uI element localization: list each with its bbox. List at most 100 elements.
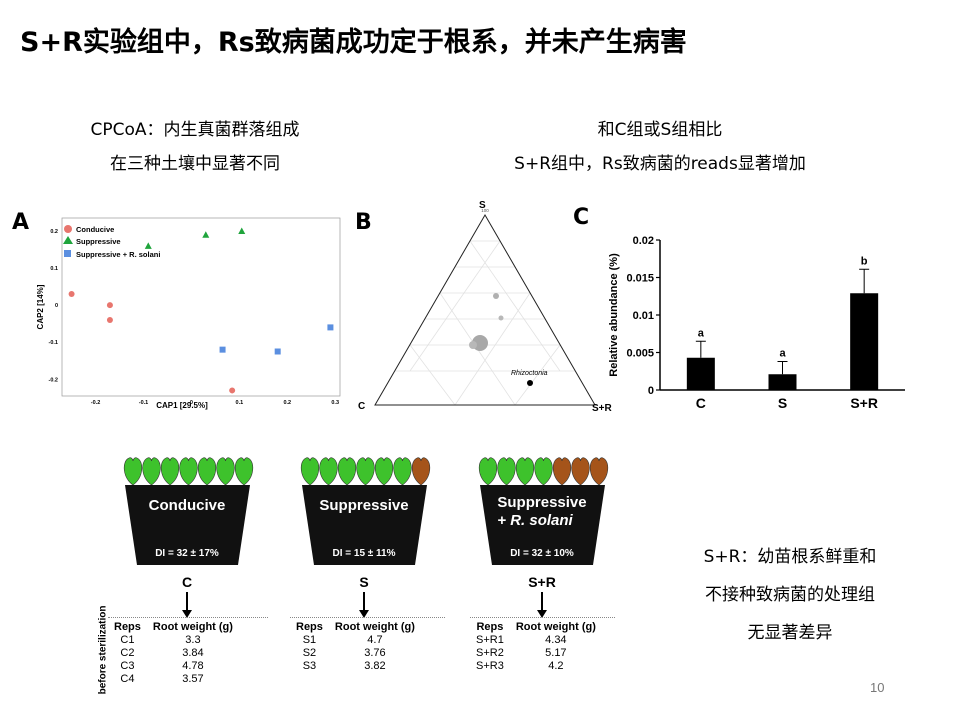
scatter-legend: Conducive Suppressive Suppressive + R. s… [63,225,160,259]
ternary-vertex-sr: S+R [592,403,613,414]
reads-note: 和C组或S组相比 S+R组中，Rs致病菌的reads显著增加 [470,118,850,176]
pot-disease-index: DI = 32 ± 17% [155,548,219,559]
rep-cell: S+R1 [476,634,504,646]
cpcoa-scatter-plot: -0.2 -0.1 0 0.1 0.2 0.3 -0.2 -0.1 0 0.1 0.2 Conduc… [36,217,341,410]
bar-sr [850,293,879,390]
bar-chart-y-tick-label: 0.02 [633,235,654,247]
root-weight-note-line1: S+R：幼苗根系鲜重和 [703,547,877,567]
root-weight-cell: 3.82 [364,660,386,672]
bar-category-label: C [696,395,706,411]
healthy-seedling-icon [234,457,254,486]
reads-note-line1: 和C组或S组相比 [597,120,723,140]
rep-cell: C1 [120,634,135,646]
pot-sr: Suppressive+ R. solani DI = 32 ± 10% S+R [478,457,609,618]
legend-label-suppressive: Suppressive [76,237,121,246]
reads-note-line2: S+R组中，Rs致病菌的reads显著增加 [514,154,806,174]
diseased-seedling-icon [411,457,431,486]
table-row: S+R1 4.34 [470,634,602,647]
ternary-point [493,293,499,299]
healthy-seedling-icon [300,457,320,486]
table-header-reps: Reps [296,621,323,633]
pot-label: Suppressive [497,494,586,511]
root-weight-note: S+R：幼苗根系鲜重和 不接种致病菌的处理组 无显著差异 [660,545,920,645]
ternary-triangle [374,214,596,406]
root-weight-cell: 4.7 [367,634,383,646]
table-row: C1 3.3 [108,634,239,647]
root-weight-cell: 4.34 [545,634,567,646]
cpcoa-note-line1: CPCoA：内生真菌群落组成 [90,120,300,140]
healthy-seedling-icon [534,457,553,486]
ternary-vertex-c: C [358,401,365,412]
slide-title: S+R实验组中，Rs致病菌成功定于根系，并未产生病害 [20,27,687,58]
table-row: S2 3.76 [290,647,421,660]
ternary-top-tick: 100 [481,208,489,213]
rep-cell: S1 [302,634,317,646]
cpcoa-note: CPCoA：内生真菌群落组成 在三种土壤中显著不同 [50,118,340,176]
scatter-point-conducive [68,291,75,298]
healthy-seedling-icon [356,457,375,486]
legend-label-conducive: Conducive [76,225,114,234]
root-weight-cell: 4.78 [182,660,204,672]
healthy-seedling-icon [374,457,394,486]
legend-marker-suppressive [63,236,73,244]
cpcoa-note-line2: 在三种土壤中显著不同 [110,154,280,174]
down-arrow-head-icon [182,610,192,618]
root-weight-cell: 3.57 [182,673,204,685]
scatter-y-tick-label: -0.1 [49,340,58,346]
pot-body [480,485,605,565]
pot-body [125,485,250,565]
pot-label: Suppressive [319,497,408,514]
table-header-reps: Reps [114,621,141,633]
root-weight-cell: 3.3 [185,634,201,646]
pot-body [302,485,427,565]
ternary-point-rhizoctonia [527,380,533,386]
table-header-root-weight: Root weight (g) [152,621,233,633]
bar-chart-y-label: Relative abundance (%) [608,253,620,377]
bar-significance-letter: b [861,255,868,267]
table-row: S+R3 4.2 [470,660,602,673]
root-weight-cell: 5.17 [545,647,567,659]
scatter-point-suppressive [238,227,246,234]
pot-label: Conducive [149,497,226,514]
scatter-y-tick-label: 0.2 [50,229,58,235]
scatter-y-axis-label: CAP2 [14%] [36,284,45,329]
panel-b-letter: B [355,210,372,235]
table-row: C3 4.78 [108,660,239,673]
diseased-seedling-icon [571,457,590,486]
ternary-annotation-rhizoctonia: Rhizoctonia [511,370,548,377]
down-arrow-head-icon [537,610,547,618]
scatter-x-tick-label: 0.2 [283,400,291,406]
bar-category-label: S [778,395,787,411]
healthy-seedling-icon [179,457,198,486]
scatter-x-tick-label: -0.1 [139,400,148,406]
healthy-seedling-icon [216,457,235,486]
ternary-vertex-s: S [479,200,486,211]
scatter-point-suppressive-rs [219,346,226,353]
scatter-y-tick-label: -0.2 [49,377,58,383]
ternary-tick-labels: 100 [481,208,489,213]
healthy-seedling-icon [478,457,498,486]
table-header-root-weight: Root weight (g) [515,621,596,633]
bar-chart-y-tick-label: 0.015 [626,273,654,285]
scatter-y-tick-label: 0 [55,303,58,309]
rep-cell: S+R2 [476,647,504,659]
rep-cell: C4 [120,673,135,685]
root-weight-cell: 4.2 [548,660,564,672]
scatter-point-conducive [106,302,113,309]
diseased-seedling-icon [589,457,609,486]
bar-s [768,374,797,390]
rep-cell: C2 [120,647,135,659]
scatter-x-axis-label: CAP1 [29.5%] [156,401,208,410]
scatter-point-conducive [229,387,236,394]
healthy-seedling-icon [497,457,516,486]
healthy-seedling-icon [393,457,412,486]
bar-category-label: S+R [850,395,878,411]
scatter-point-suppressive [144,242,152,249]
table-row: C2 3.84 [108,647,239,660]
scatter-x-tick-label: 0.3 [331,400,339,406]
pot-label-line2: + R. solani [497,512,573,529]
rep-cell: S2 [302,647,317,659]
panel-c-letter: C [573,205,590,230]
healthy-seedling-icon [160,457,180,486]
pot-c: Conducive DI = 32 ± 17% C [123,457,254,618]
